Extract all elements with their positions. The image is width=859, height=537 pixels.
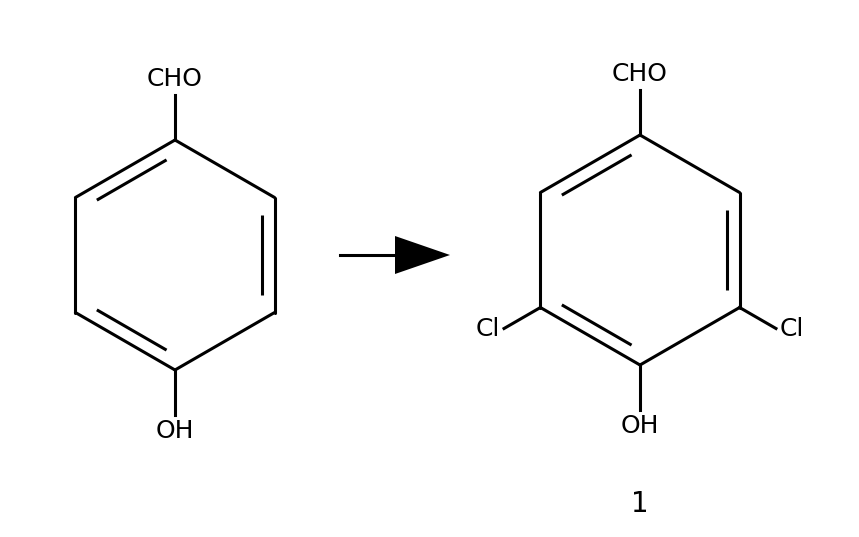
Text: 1: 1: [631, 490, 649, 518]
Text: CHO: CHO: [147, 67, 203, 91]
Polygon shape: [395, 236, 450, 274]
Text: OH: OH: [621, 414, 659, 438]
Text: Cl: Cl: [476, 316, 500, 340]
Text: CHO: CHO: [612, 62, 668, 86]
Text: OH: OH: [155, 419, 194, 443]
Text: Cl: Cl: [780, 316, 804, 340]
